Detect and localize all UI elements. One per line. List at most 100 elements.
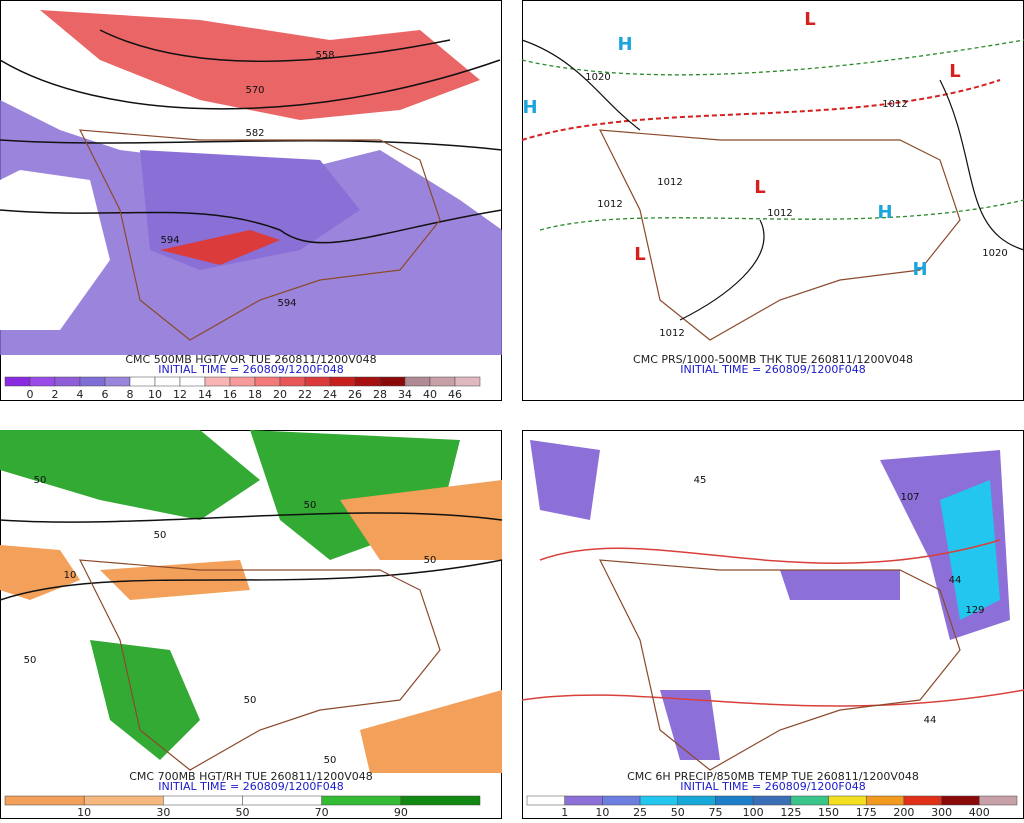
colorbar-swatch	[400, 795, 481, 806]
contour-label: 50	[424, 555, 437, 566]
colorbar-swatch	[163, 795, 243, 806]
colorbar-label: 46	[448, 388, 462, 401]
panel-caption: CMC 700MB HGT/RH TUE 260811/1200V048	[129, 770, 373, 783]
contour-label: 1020	[585, 72, 610, 83]
colorbar-swatch	[677, 795, 716, 806]
contour-label: 1012	[657, 177, 682, 188]
colorbar-swatch	[79, 376, 106, 387]
contour-label: 50	[34, 475, 47, 486]
colorbar-label: 18	[248, 388, 262, 401]
contour-label: 107	[900, 492, 919, 503]
pressure-center: L	[634, 244, 645, 265]
colorbar-swatch	[454, 376, 481, 387]
colorbar-swatch	[790, 795, 829, 806]
contour-label: 44	[949, 575, 962, 586]
pressure-center: H	[912, 259, 927, 280]
contour-label: 44	[924, 715, 937, 726]
colorbar-label: 75	[708, 806, 722, 819]
colorbar-label: 90	[394, 806, 408, 819]
colorbar-label: 50	[671, 806, 685, 819]
colorbar-swatch	[154, 376, 181, 387]
map-precip	[521, 440, 1024, 771]
colorbar-swatch	[979, 795, 1018, 806]
initial-time: INITIAL TIME = 260809/1200F048	[158, 363, 343, 376]
contour-label: 594	[277, 298, 296, 309]
map-700mb	[0, 430, 503, 773]
pressure-center: L	[949, 61, 960, 82]
colorbar-label: 28	[373, 388, 387, 401]
colorbar-label: 6	[102, 388, 109, 401]
contour-label: 50	[24, 655, 37, 666]
colorbar-label: 8	[127, 388, 134, 401]
colorbar-label: 300	[931, 806, 952, 819]
colorbar-label: 1	[561, 806, 568, 819]
contour-label: 1012	[597, 199, 622, 210]
contour-label: 558	[315, 50, 334, 61]
colorbar-label: 200	[893, 806, 914, 819]
colorbar-label: 25	[633, 806, 647, 819]
colorbar-label: 12	[173, 388, 187, 401]
panel-caption: CMC 500MB HGT/VOR TUE 260811/1200V048	[125, 353, 376, 366]
colorbar-swatch	[429, 376, 456, 387]
colorbar-label: 16	[223, 388, 237, 401]
colorbar-swatch	[29, 376, 56, 387]
colorbar-swatch	[54, 376, 81, 387]
colorbar-label: 20	[273, 388, 287, 401]
colorbar-label: 175	[856, 806, 877, 819]
contour-label: 50	[244, 695, 257, 706]
colorbar-label: 0	[27, 388, 34, 401]
contour-label: 1012	[882, 99, 907, 110]
colorbar-swatch	[941, 795, 980, 806]
colorbar-swatch	[229, 376, 256, 387]
colorbar-swatch	[204, 376, 231, 387]
colorbar-label: 10	[595, 806, 609, 819]
colorbar-swatch	[179, 376, 206, 387]
contour-label: 50	[154, 530, 167, 541]
colorbar-label: 30	[156, 806, 170, 819]
colorbar-swatch	[242, 795, 322, 806]
colorbar-label: 50	[236, 806, 250, 819]
colorbar-swatch	[639, 795, 679, 806]
contour-label: 582	[245, 128, 264, 139]
colorbar-swatch	[4, 376, 31, 387]
colorbar-label: 2	[52, 388, 59, 401]
colorbar-label: 10	[148, 388, 162, 401]
colorbar-swatch	[279, 376, 306, 387]
pressure-center: L	[754, 177, 765, 198]
colorbar-label: 34	[398, 388, 412, 401]
colorbar-swatch	[304, 376, 331, 387]
colorbar-swatch	[329, 376, 356, 387]
contour-label: 570	[245, 85, 264, 96]
colorbar-label: 400	[969, 806, 990, 819]
colorbar-label: 22	[298, 388, 312, 401]
colorbar-swatch	[4, 795, 85, 806]
contour-label: 1012	[767, 208, 792, 219]
colorbar-swatch	[404, 376, 431, 387]
colorbar-swatch	[828, 795, 867, 806]
pressure-center: L	[804, 9, 815, 30]
colorbar-label: 150	[818, 806, 839, 819]
contour-label: 10	[64, 570, 77, 581]
colorbar-swatch	[715, 795, 754, 806]
initial-time: INITIAL TIME = 260809/1200F048	[158, 780, 343, 793]
colorbar-swatch	[321, 795, 402, 806]
colorbar-label: 24	[323, 388, 337, 401]
panel-caption: CMC PRS/1000-500MB THK TUE 260811/1200V0…	[633, 353, 913, 366]
map-pressure	[521, 39, 1024, 341]
colorbar-label: 4	[77, 388, 84, 401]
colorbar-label: 40	[423, 388, 437, 401]
initial-time: INITIAL TIME = 260809/1200F048	[680, 780, 865, 793]
colorbar-swatch	[602, 795, 641, 806]
colorbar-swatch	[379, 376, 406, 387]
contour-label: 45	[694, 475, 707, 486]
colorbar-swatch	[104, 376, 131, 387]
colorbar-label: 100	[743, 806, 764, 819]
colorbar-label: 125	[780, 806, 801, 819]
initial-time: INITIAL TIME = 260809/1200F048	[680, 363, 865, 376]
map-500mb	[0, 10, 503, 355]
pressure-center: H	[522, 97, 537, 118]
contour-label: 129	[965, 605, 984, 616]
colorbar-label: 26	[348, 388, 362, 401]
colorbar-swatch	[83, 795, 164, 806]
